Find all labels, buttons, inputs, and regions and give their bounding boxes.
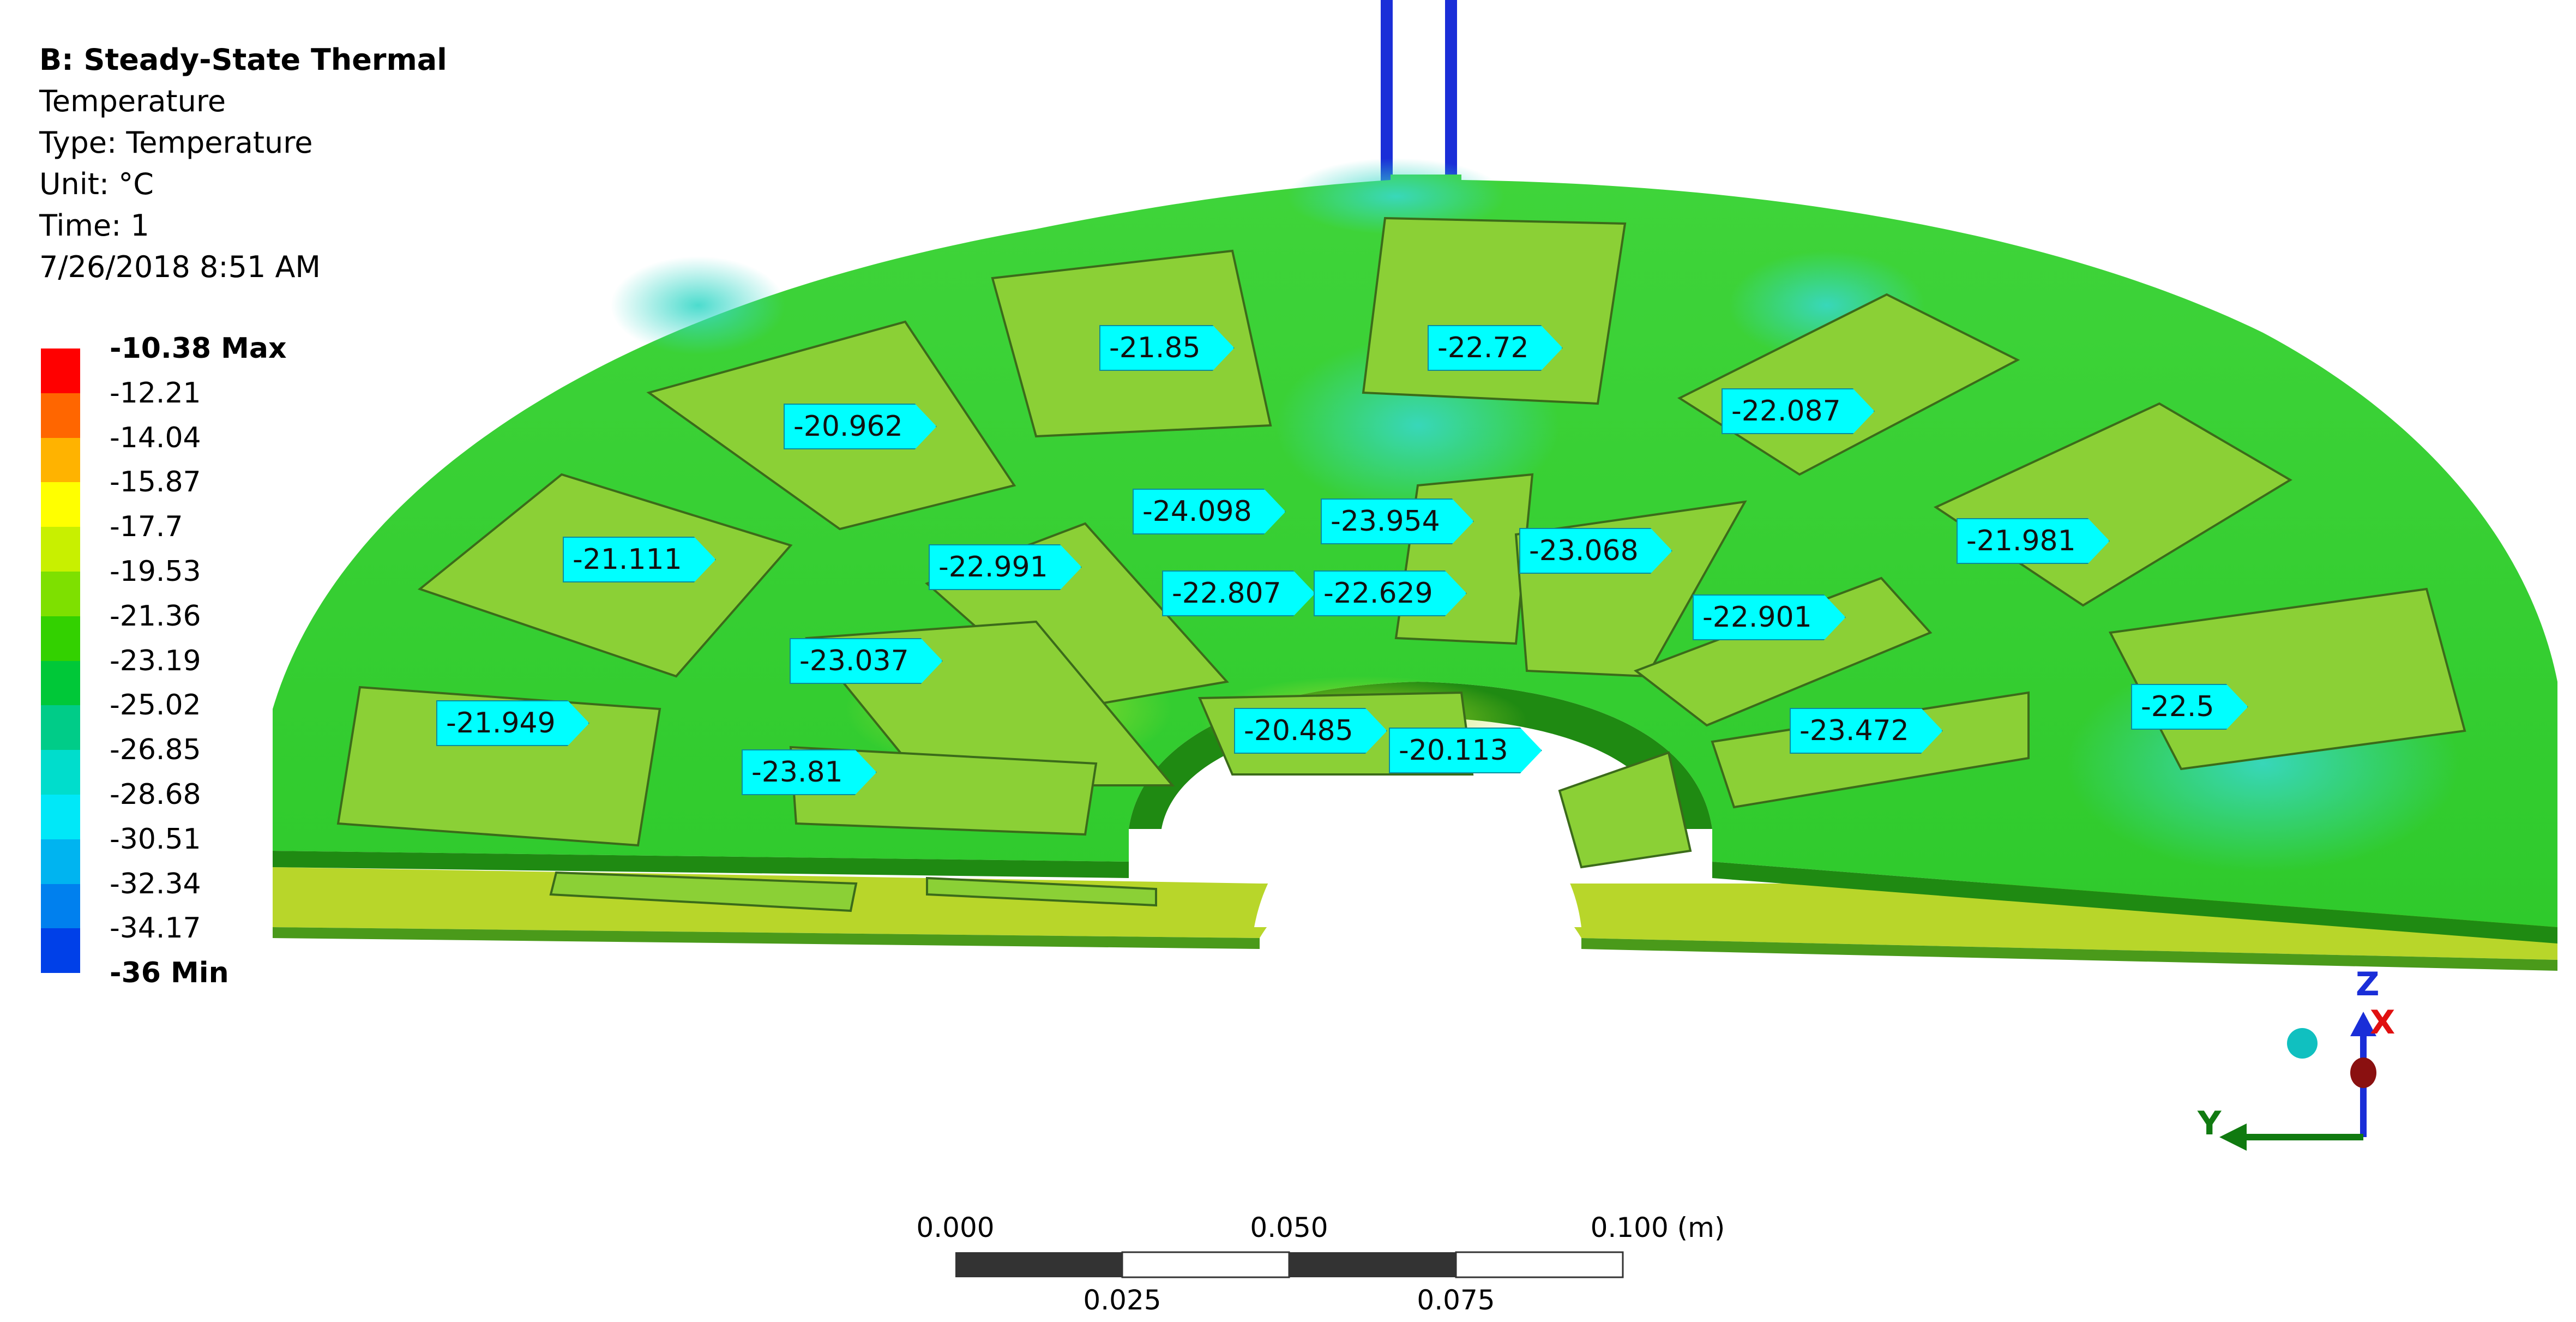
result-time: Time: 1 bbox=[39, 208, 149, 243]
legend-max-label: -10.38 Max bbox=[110, 332, 287, 365]
legend-swatch bbox=[41, 482, 80, 527]
legend-swatch bbox=[41, 572, 80, 616]
legend-label: -28.68 bbox=[110, 778, 201, 811]
probe-label[interactable]: -22.807 bbox=[1162, 570, 1315, 616]
legend-swatch bbox=[41, 795, 80, 839]
scale-label-100: 0.100 (m) bbox=[1590, 1212, 1725, 1243]
legend-label: -34.17 bbox=[110, 912, 201, 945]
legend-swatch bbox=[41, 928, 80, 974]
legend-label: -19.53 bbox=[110, 555, 201, 588]
legend-swatch bbox=[41, 348, 80, 393]
legend-label: -26.85 bbox=[110, 734, 201, 767]
probe-label[interactable]: -22.5 bbox=[2131, 684, 2248, 730]
legend-swatch bbox=[41, 839, 80, 884]
legend-swatch bbox=[41, 660, 80, 706]
legend-label: -12.21 bbox=[110, 376, 201, 410]
result-unit: Unit: °C bbox=[39, 167, 154, 201]
legend-swatch bbox=[41, 616, 80, 661]
scale-label-075: 0.075 bbox=[1417, 1284, 1495, 1316]
legend-min-label: -36 Min bbox=[110, 957, 229, 990]
probe-label[interactable]: -22.087 bbox=[1722, 388, 1875, 434]
probe-label[interactable]: -23.81 bbox=[742, 749, 877, 795]
legend-label: -32.34 bbox=[110, 867, 201, 900]
legend-swatch bbox=[41, 437, 80, 483]
legend-swatch bbox=[41, 393, 80, 438]
coordinate-triad bbox=[2219, 1012, 2376, 1151]
result-type: Type: Temperature bbox=[39, 125, 313, 160]
probe-label[interactable]: -21.111 bbox=[563, 537, 716, 582]
probe-label[interactable]: -21.85 bbox=[1099, 325, 1235, 371]
legend-swatch bbox=[41, 750, 80, 795]
legend-label: -17.7 bbox=[110, 510, 183, 544]
probe-label[interactable]: -22.991 bbox=[929, 544, 1082, 590]
scale-label-025: 0.025 bbox=[1083, 1284, 1161, 1316]
z-axis-label: Z bbox=[2356, 965, 2380, 1003]
probe-label[interactable]: -24.098 bbox=[1133, 489, 1286, 534]
probe-label[interactable]: -20.485 bbox=[1234, 708, 1387, 754]
x-axis-label: X bbox=[2370, 1003, 2396, 1042]
probe-label[interactable]: -22.629 bbox=[1314, 570, 1467, 616]
probe-label[interactable]: -23.472 bbox=[1790, 708, 1943, 754]
probe-label[interactable]: -21.949 bbox=[436, 700, 589, 746]
probe-label[interactable]: -22.72 bbox=[1428, 325, 1563, 371]
probe-label[interactable]: -20.962 bbox=[784, 404, 937, 449]
legend-swatch bbox=[41, 527, 80, 572]
legend-swatch bbox=[41, 884, 80, 929]
legend-label: -21.36 bbox=[110, 599, 201, 633]
coolant-pipes bbox=[1381, 0, 1457, 185]
result-name: Temperature bbox=[39, 84, 226, 118]
result-header: B: Steady-State Thermal Temperature Type… bbox=[39, 39, 447, 288]
probe-label[interactable]: -21.981 bbox=[1957, 518, 2110, 564]
probe-label[interactable]: -22.901 bbox=[1693, 594, 1846, 640]
lower-plate bbox=[273, 854, 2557, 971]
legend-label: -23.19 bbox=[110, 644, 201, 677]
y-axis-label: Y bbox=[2198, 1104, 2222, 1143]
probe-label[interactable]: -23.954 bbox=[1321, 498, 1474, 544]
result-date: 7/26/2018 8:51 AM bbox=[39, 250, 321, 284]
legend-label: -30.51 bbox=[110, 822, 201, 856]
legend-label: -15.87 bbox=[110, 466, 201, 499]
scale-label-050: 0.050 bbox=[1250, 1212, 1328, 1243]
legend-swatch bbox=[41, 705, 80, 750]
analysis-title: B: Steady-State Thermal bbox=[39, 43, 447, 77]
legend-label: -25.02 bbox=[110, 689, 201, 722]
probe-label[interactable]: -23.037 bbox=[790, 638, 943, 684]
scale-label-0: 0.000 bbox=[916, 1212, 995, 1243]
legend-label: -14.04 bbox=[110, 421, 201, 454]
probe-label[interactable]: -20.113 bbox=[1389, 728, 1542, 773]
probe-label[interactable]: -23.068 bbox=[1519, 528, 1672, 574]
